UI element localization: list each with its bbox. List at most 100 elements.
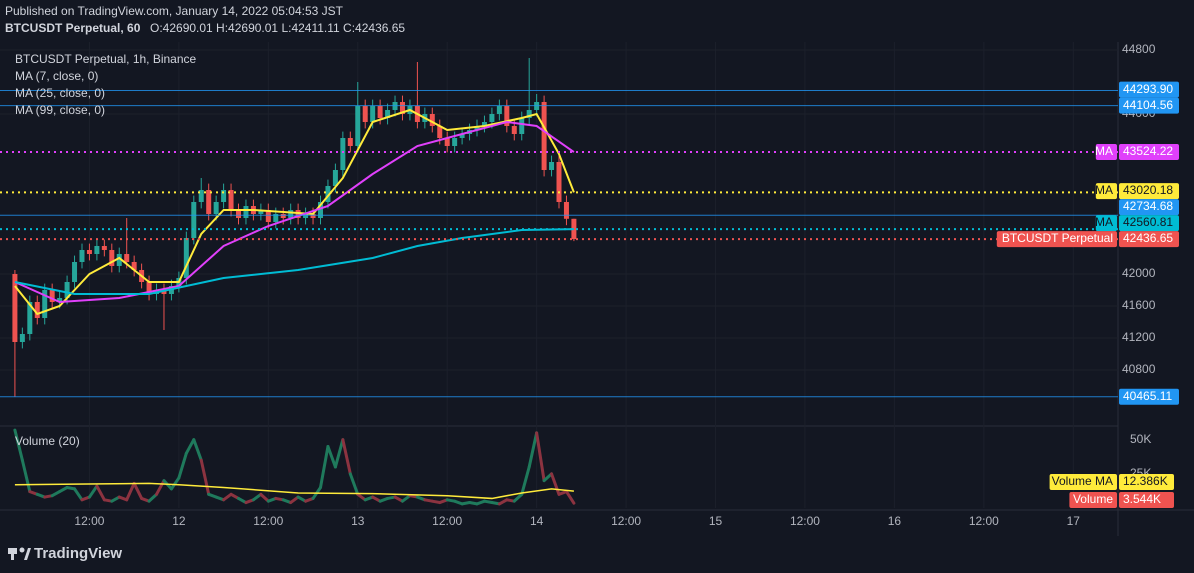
price-label: 43020.18 [1123, 183, 1173, 197]
candle-body [399, 102, 405, 114]
volume-tag-box [1049, 474, 1117, 490]
candle-body [429, 114, 435, 126]
candle-body [303, 214, 309, 218]
ma-line [14, 228, 574, 295]
candle-body [86, 250, 92, 254]
candle-body [265, 210, 271, 222]
volume-line [356, 492, 367, 502]
logo-mark [24, 548, 31, 560]
candle-body [258, 210, 264, 214]
footer [0, 538, 1194, 573]
candle-body [228, 190, 234, 210]
volume-line [184, 438, 196, 455]
candle-body [332, 170, 338, 186]
y-tick-label: 44800 [1122, 42, 1156, 56]
candle-body [49, 290, 55, 302]
price-label: 44104.56 [1123, 98, 1173, 112]
candle-body [511, 126, 517, 134]
ma-line [14, 108, 575, 316]
candle-body [526, 110, 532, 118]
price-tag-box [1095, 183, 1117, 200]
candle-body [489, 114, 495, 122]
price-label-box [1119, 215, 1179, 232]
x-tick-label: 12:00 [969, 514, 999, 528]
candle-body [496, 106, 502, 114]
legend-ma: MA (25, close, 0) [15, 86, 105, 100]
x-tick-label: 12:00 [253, 514, 283, 528]
volume-line [400, 494, 412, 503]
volume-line [222, 492, 233, 502]
volume-line [535, 431, 546, 483]
volume-line [20, 458, 32, 494]
x-tick-label: 12:00 [74, 514, 104, 528]
volume-line [13, 428, 24, 462]
price-tag-box [996, 231, 1117, 248]
candle-body [19, 334, 25, 342]
candle-body [340, 138, 346, 170]
candle-body [116, 254, 122, 266]
volume-line [192, 438, 203, 462]
volume-line [87, 484, 99, 499]
legend-title: BTCUSDT Perpetual, 1h, Binance [15, 52, 197, 66]
volume-line [348, 472, 360, 496]
volume-label: 3.544K [1123, 492, 1161, 506]
volume-line [259, 492, 270, 503]
volume-line [550, 472, 561, 496]
candle-body [191, 202, 197, 238]
volume-label: 12.386K [1123, 474, 1168, 488]
logo: TradingView [8, 545, 122, 562]
candle-body [452, 138, 458, 146]
candle-body [370, 106, 376, 122]
candle-body [385, 110, 391, 118]
candle-body [280, 214, 286, 218]
price-label: 42734.68 [1123, 199, 1173, 213]
candle-body [474, 126, 480, 130]
y-tick-label: 42000 [1122, 266, 1156, 280]
price-label-box [1119, 81, 1179, 98]
volume-line [542, 472, 554, 483]
candle-body [273, 214, 279, 222]
volume-label-box [1119, 474, 1174, 490]
volume-line [318, 445, 330, 489]
volume-line [251, 492, 263, 502]
volume-legend: Volume (20) [15, 434, 80, 448]
price-tag: BTCUSDT Perpetual [1002, 231, 1113, 245]
price-label-box [1119, 388, 1179, 405]
candle-body [563, 202, 569, 219]
candle-body [79, 250, 85, 262]
x-tick-label: 12:00 [611, 514, 641, 528]
volume-line [333, 438, 345, 469]
volume-tag: Volume [1073, 492, 1113, 506]
price-label: 40465.11 [1123, 389, 1172, 403]
candle-body [12, 274, 18, 342]
volume-line [125, 481, 136, 502]
legend-ma: MA (7, close, 0) [15, 69, 98, 83]
ma-line [14, 120, 575, 304]
candle-body [131, 262, 137, 270]
volume-line [132, 481, 144, 500]
x-tick-label: 15 [709, 514, 723, 528]
candle-body [504, 106, 510, 126]
logo-text: TradingView [34, 545, 122, 562]
volume-line [95, 484, 106, 502]
y-tick-label: 41200 [1122, 330, 1156, 344]
x-tick-label: 12:00 [432, 514, 462, 528]
y-tick-label: 40800 [1122, 362, 1156, 376]
symbol-line: BTCUSDT Perpetual, 60 [5, 21, 141, 35]
candle-body [325, 186, 331, 202]
ohlc: O:42690.01 H:42690.01 L:42411.11 C:42436… [150, 21, 405, 35]
volume-tag: Volume MA [1052, 474, 1113, 488]
price-tag: MA [1095, 144, 1113, 158]
legend-ma: MA (99, close, 0) [15, 103, 105, 117]
price-label-box [1119, 183, 1179, 200]
volume-label-box [1119, 492, 1174, 508]
candle-body [94, 246, 100, 254]
candle-body [109, 250, 115, 266]
x-tick-label: 14 [530, 514, 544, 528]
volume-line [512, 492, 524, 503]
volume-line [169, 476, 181, 491]
volume-line [326, 445, 337, 469]
candle-body [444, 138, 450, 146]
